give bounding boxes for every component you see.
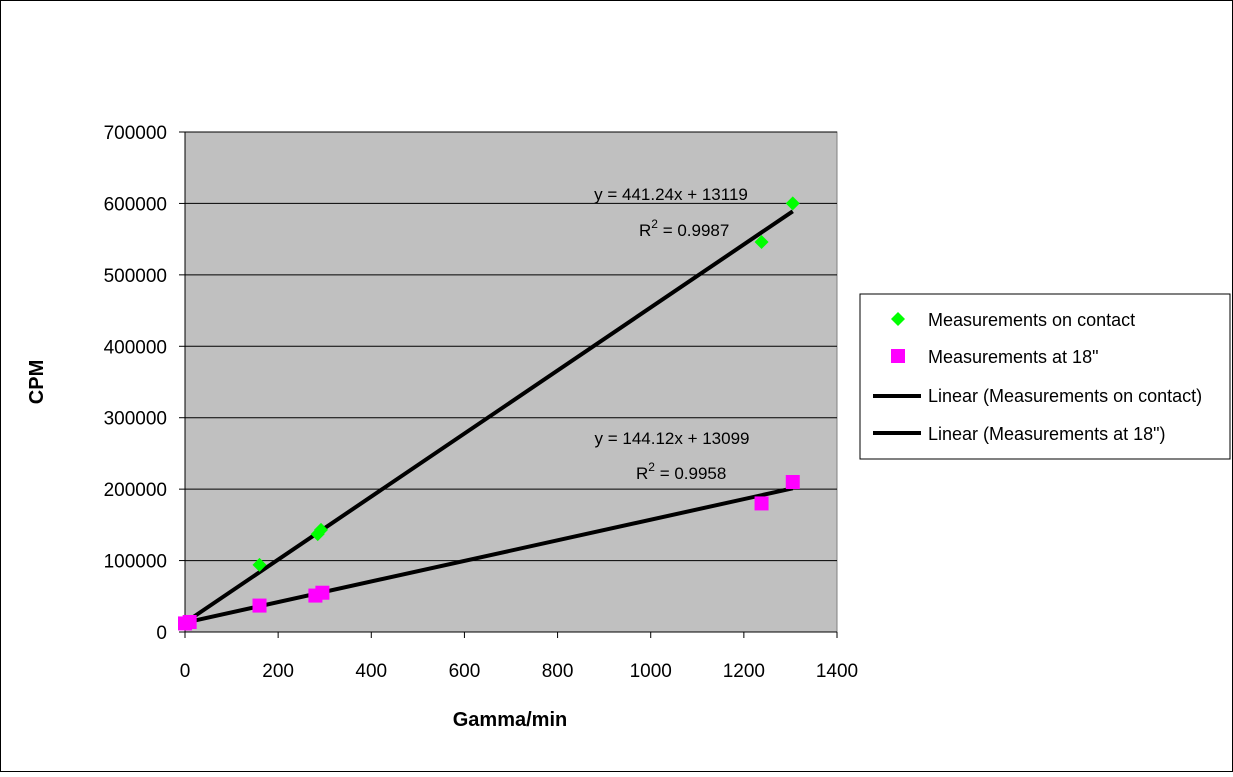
trendlines	[183, 209, 794, 625]
y-tick-label: 300000	[104, 409, 167, 430]
gridlines	[185, 131, 837, 562]
legend-label-18in: Measurements at 18"	[928, 347, 1098, 367]
trendline-label-contact: y = 441.24x + 13119 R2 = 0.9987	[594, 185, 748, 240]
x-tick-label: 200	[262, 661, 294, 682]
point-contact	[754, 235, 769, 249]
x-tick-label: 0	[180, 661, 191, 682]
legend-label-linear-contact: Linear (Measurements on contact)	[928, 386, 1202, 406]
equation-18in: y = 144.12x + 13099	[594, 429, 749, 448]
y-tick-label: 600000	[104, 194, 167, 215]
point-contact	[252, 557, 267, 572]
legend-diamond-marker	[891, 312, 905, 326]
legend-box	[859, 293, 1231, 460]
x-axis-title: Gamma/min	[453, 709, 567, 731]
x-tick-labels: 0 200 400 600 800 1000 1200 1400	[180, 661, 858, 682]
x-tick-label: 600	[449, 661, 481, 682]
equation-contact: y = 441.24x + 13119	[594, 185, 748, 204]
legend-item-18in: Measurements at 18"	[891, 347, 1098, 367]
point-18in	[315, 585, 330, 600]
x-tick-label: 1000	[630, 661, 672, 682]
x-tick-label: 800	[542, 661, 574, 682]
point-18in	[182, 615, 197, 629]
y-axis-title: CPM	[26, 360, 48, 404]
axes	[179, 131, 838, 638]
point-18in	[252, 598, 267, 613]
y-tick-label: 200000	[104, 480, 167, 501]
point-18in	[785, 475, 800, 489]
point-contact	[785, 196, 800, 211]
x-tick-label: 400	[355, 661, 387, 682]
r-squared-contact: R2 = 0.9987	[639, 217, 729, 240]
legend-label-linear-18in: Linear (Measurements at 18")	[928, 424, 1166, 444]
trendline-label-18in: y = 144.12x + 13099 R2 = 0.9958	[594, 429, 749, 483]
y-tick-label: 400000	[104, 337, 167, 358]
x-tick-label: 1200	[723, 661, 765, 682]
y-tick-labels: 0 100000 200000 300000 400000 500000 600000 700…	[104, 123, 167, 644]
trendline-18in	[184, 486, 794, 625]
trendline-contact	[183, 209, 794, 625]
data-points	[178, 196, 800, 631]
y-tick-label: 100000	[104, 552, 167, 573]
legend-item-linear-contact: Linear (Measurements on contact)	[873, 386, 1202, 406]
y-tick-label: 0	[156, 623, 167, 644]
point-18in	[754, 496, 769, 511]
legend-item-contact: Measurements on contact	[891, 310, 1135, 330]
x-tick-label: 1400	[816, 661, 858, 682]
legend-item-linear-18in: Linear (Measurements at 18")	[873, 424, 1166, 444]
point-contact	[313, 522, 328, 537]
r-squared-18in-value: = 0.9958	[655, 464, 726, 483]
legend: Measurements on contact Measurements at …	[859, 293, 1231, 460]
legend-label-contact: Measurements on contact	[928, 310, 1135, 330]
r-squared-contact-value: = 0.9987	[658, 221, 729, 240]
y-tick-label: 500000	[104, 266, 167, 287]
legend-square-marker	[891, 349, 905, 363]
y-tick-label: 700000	[104, 123, 167, 144]
r-squared-18in: R2 = 0.9958	[636, 460, 726, 483]
